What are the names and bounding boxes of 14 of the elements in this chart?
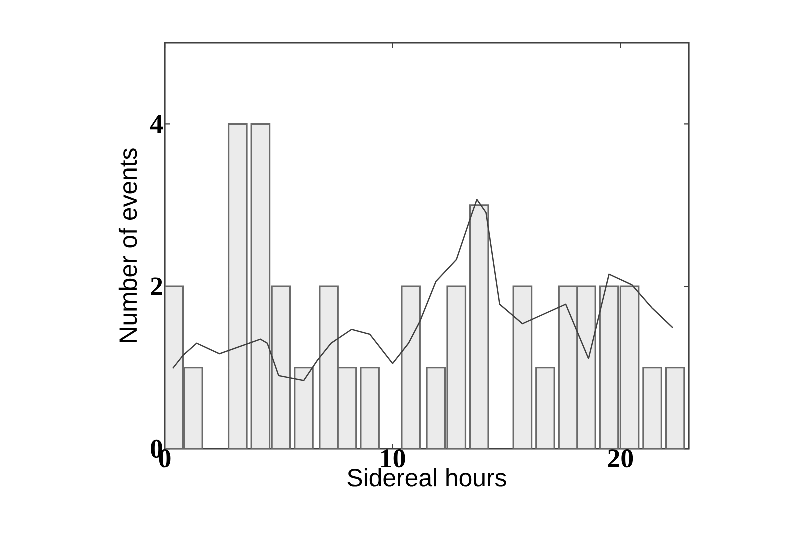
- y-axis-title: Number of events: [118, 148, 138, 342]
- x-tick-label: 10: [382, 450, 406, 468]
- bar: [184, 368, 203, 449]
- y-tick-label: 2: [151, 278, 162, 296]
- bar: [360, 368, 380, 449]
- x-axis-title: Sidereal hours: [348, 468, 506, 487]
- bar: [536, 368, 555, 449]
- y-tick-label: 4: [150, 115, 163, 134]
- bar: [252, 124, 270, 449]
- x-tick-label: 20: [608, 450, 634, 468]
- bar: [643, 368, 662, 449]
- bar: [402, 286, 420, 449]
- line-series: [172, 199, 674, 382]
- bar: [228, 124, 248, 449]
